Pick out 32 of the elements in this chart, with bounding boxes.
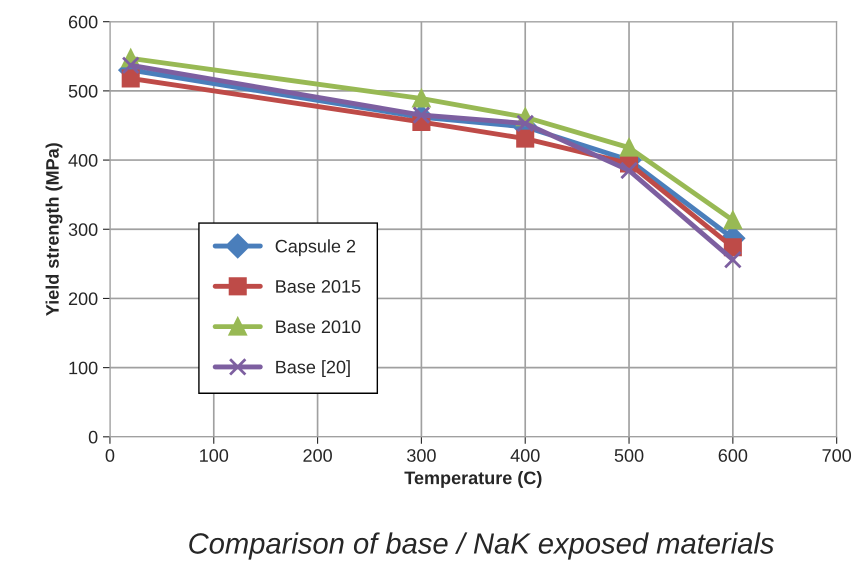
- y-tick-label: 500: [68, 84, 98, 98]
- point: [516, 130, 534, 148]
- x-tick-label: 400: [510, 449, 540, 462]
- y-tick-label: 200: [68, 292, 98, 306]
- point: [724, 211, 742, 230]
- point: [122, 56, 140, 74]
- x-tick-label: 300: [407, 449, 436, 462]
- y-axis-title: Yield strength (MPa): [46, 143, 62, 316]
- y-tick-label: 600: [68, 16, 98, 28]
- y-tick-label: 400: [68, 154, 98, 167]
- y-tick-label: 300: [68, 223, 98, 236]
- x-axis-title: Temperature (C): [404, 471, 542, 488]
- x-tick-label: 600: [718, 449, 748, 462]
- point: [620, 161, 638, 180]
- legend-label: Base [20]: [276, 360, 350, 377]
- point: [412, 106, 430, 124]
- point: [516, 114, 534, 132]
- point: [724, 250, 742, 269]
- point: [620, 138, 638, 157]
- legend-label: Capsule 2: [276, 239, 356, 256]
- x-tick-label: 200: [303, 449, 332, 462]
- point: [122, 69, 140, 88]
- y-tick-label: 100: [69, 362, 98, 374]
- x-tick-label: 700: [822, 449, 852, 462]
- x-tick-label: 500: [614, 449, 644, 462]
- y-tick-label: 0: [88, 430, 98, 444]
- point: [412, 89, 430, 108]
- legend-label: Base 2015: [276, 280, 360, 293]
- x-tick-label: 100: [200, 449, 228, 462]
- legend-label: Base 2010: [276, 320, 360, 334]
- text: Comparison of base / NaK exposed materials: [189, 532, 774, 560]
- x-tick-label: 0: [106, 449, 114, 462]
